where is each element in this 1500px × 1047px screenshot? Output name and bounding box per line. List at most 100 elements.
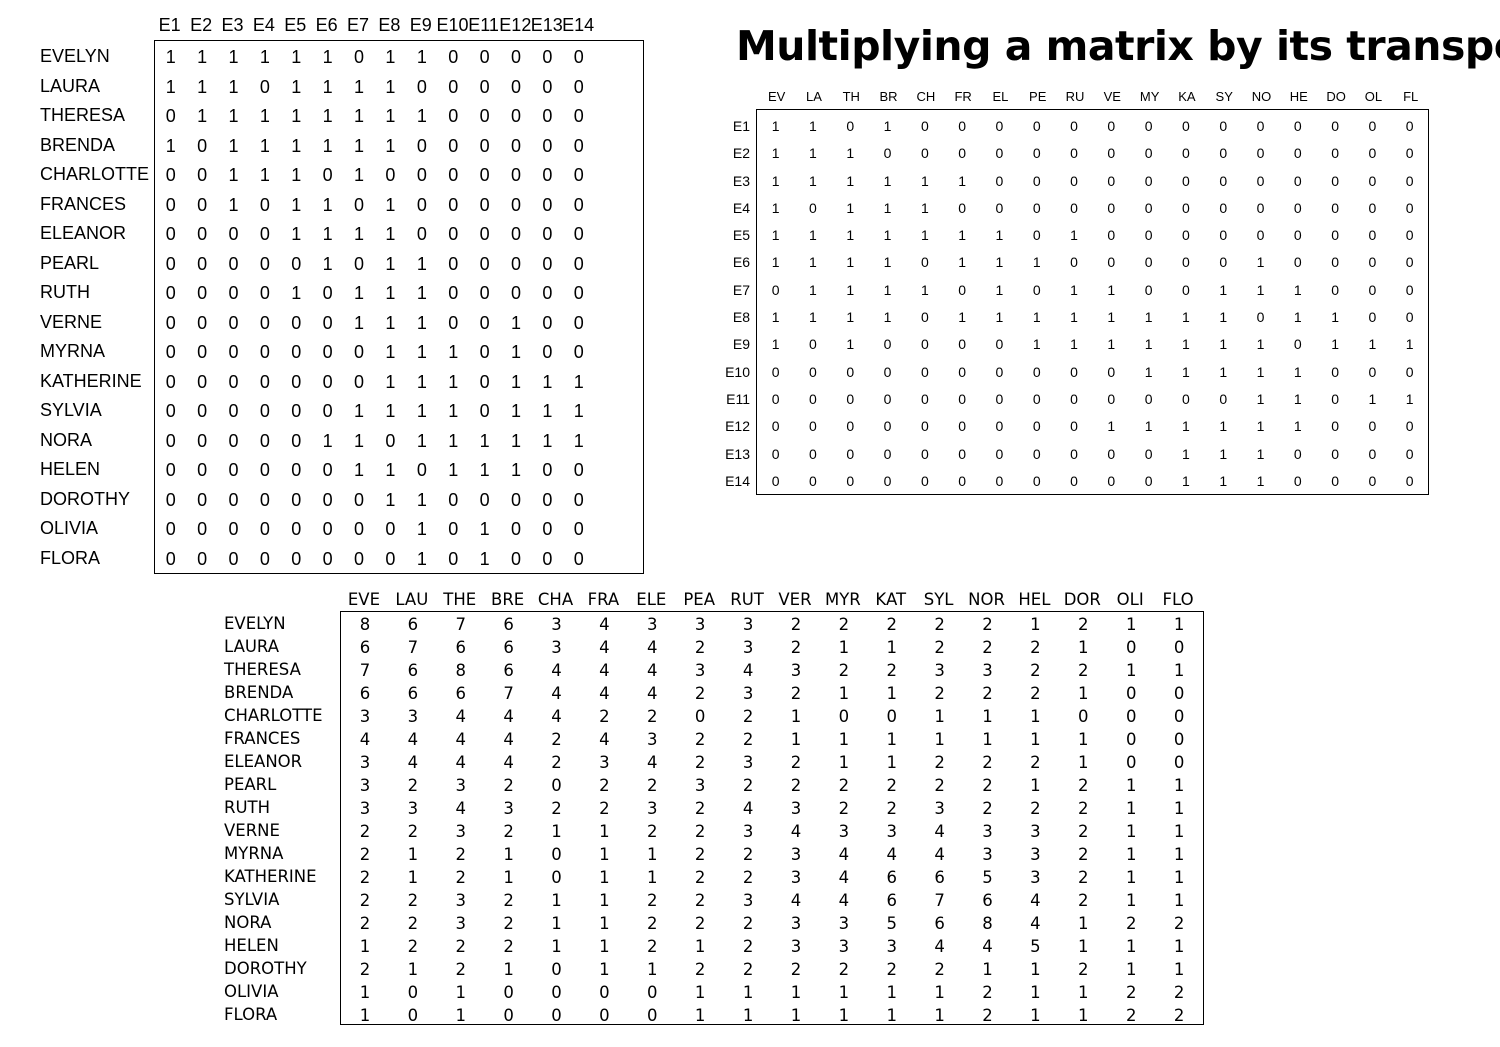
cell-value: 3 [694, 615, 706, 634]
cell-value: 7 [455, 615, 466, 634]
cell-value: 0 [1032, 145, 1041, 162]
cell-value: 1 [416, 312, 427, 333]
table-row: 0 1 1 1 1 0 1 0 1 1 0 0 1 1 1 0 0 0 [757, 277, 1428, 304]
column-header: SYL [923, 590, 954, 609]
cell-value: 1 [1256, 418, 1265, 435]
cell-value: 0 [542, 312, 553, 333]
cell-value: 0 [259, 489, 270, 510]
cell-value: 1 [1256, 336, 1265, 353]
cell-value: 3 [647, 799, 658, 818]
cell-value: 2 [742, 845, 754, 864]
cell-value: 1 [742, 1006, 754, 1025]
row-label: FLORA [224, 1005, 278, 1024]
cell-value: 0 [1032, 227, 1041, 244]
cell-value: 0 [354, 253, 365, 274]
cell-value: 0 [197, 342, 208, 362]
cell-value: 1 [354, 165, 365, 185]
cell-value: 0 [1405, 118, 1414, 134]
cell-value: 2 [407, 891, 419, 910]
cell-value: 0 [542, 106, 553, 126]
cell-value: 0 [416, 224, 427, 244]
cell-value: 1 [479, 460, 490, 480]
cell-value: 0 [958, 418, 967, 435]
table-row: 0 0 0 0 0 0 0 0 0 0 0 1 1 1 0 0 0 0 [757, 441, 1428, 468]
cell-value: 1 [385, 47, 396, 67]
row-label: E10 [725, 363, 750, 380]
cell-value: 3 [551, 638, 562, 657]
cell-value: 1 [809, 227, 817, 244]
cell-value: 0 [542, 47, 553, 67]
cell-value: 1 [1219, 445, 1228, 462]
cell-value: 1 [228, 106, 239, 126]
cell-value: 0 [197, 194, 208, 215]
cell-value: 1 [883, 254, 892, 271]
cell-value: 1 [883, 227, 892, 244]
cell-value: 2 [1078, 891, 1089, 910]
cell-value: 0 [1368, 281, 1377, 298]
cell-value: 0 [228, 548, 239, 569]
cell-value: 7 [503, 684, 514, 703]
cell-value: 0 [1070, 199, 1078, 216]
column-header: DOR [1063, 590, 1101, 609]
cell-value: 0 [385, 165, 396, 185]
cell-value: 0 [416, 135, 427, 156]
cell-value: 0 [510, 283, 521, 303]
column-header: E11 [468, 15, 499, 35]
cell-value: 1 [1368, 336, 1377, 353]
cell-value: 0 [416, 460, 427, 480]
cell-value: 0 [1032, 363, 1041, 380]
row-label: EVELYN [224, 614, 286, 633]
cell-value: 1 [1070, 336, 1078, 353]
cell-value: 3 [838, 937, 850, 956]
cell-value: 1 [455, 1006, 466, 1025]
cell-value: 0 [1331, 172, 1339, 189]
column-header: OL [1364, 89, 1383, 104]
cell-value: 1 [1173, 960, 1185, 979]
cell-value: 0 [407, 1006, 419, 1025]
cell-value: 4 [838, 891, 850, 910]
cell-value: 2 [1078, 845, 1089, 864]
cell-value: 1 [359, 983, 371, 1002]
cell-value: 2 [886, 799, 897, 818]
cell-value: 2 [982, 753, 993, 772]
cell-value: 1 [809, 254, 817, 271]
cell-value: 1 [920, 227, 929, 244]
cell-value: 4 [886, 845, 897, 864]
cell-value: 0 [322, 489, 333, 510]
cell-value: 0 [259, 283, 270, 303]
table-row: 2 2 3 2 1 1 2 2 3 4 3 3 4 3 3 2 1 1 [341, 820, 1203, 843]
column-header: LAU [395, 590, 429, 609]
cell-value: 0 [995, 336, 1004, 353]
cell-value: 1 [809, 172, 817, 189]
cell-value: 0 [259, 519, 270, 539]
cell-value: 0 [1144, 254, 1153, 271]
cell-value: 1 [1256, 472, 1265, 489]
cell-value: 0 [416, 76, 427, 97]
cell-value: 1 [354, 106, 365, 126]
cell-value: 1 [322, 224, 333, 244]
cell-value: 0 [1405, 145, 1414, 162]
cell-value: 2 [503, 914, 514, 933]
cell-value: 4 [551, 684, 562, 703]
cell-value: 0 [958, 118, 967, 134]
cell-value: 2 [503, 937, 514, 956]
cell-value: 2 [1173, 914, 1185, 933]
cell-value: 1 [809, 145, 817, 162]
cell-value: 2 [982, 684, 993, 703]
cell-value: 0 [1070, 145, 1078, 162]
cell-value: 6 [359, 684, 371, 703]
cell-value: 1 [958, 309, 967, 326]
cell-value: 1 [1256, 363, 1265, 380]
table-row: 2 1 2 1 0 1 1 2 2 3 4 4 4 3 3 2 1 1 [341, 843, 1203, 866]
cell-value: 1 [503, 845, 514, 864]
cell-value: 0 [771, 472, 780, 489]
cell-value: 4 [503, 753, 514, 772]
cell-value: 2 [694, 684, 706, 703]
cell-value: 4 [599, 615, 610, 634]
table-row: 4 4 4 4 2 4 3 2 2 1 1 1 1 1 1 1 0 0 [341, 728, 1203, 751]
cell-value: 1 [846, 254, 855, 271]
